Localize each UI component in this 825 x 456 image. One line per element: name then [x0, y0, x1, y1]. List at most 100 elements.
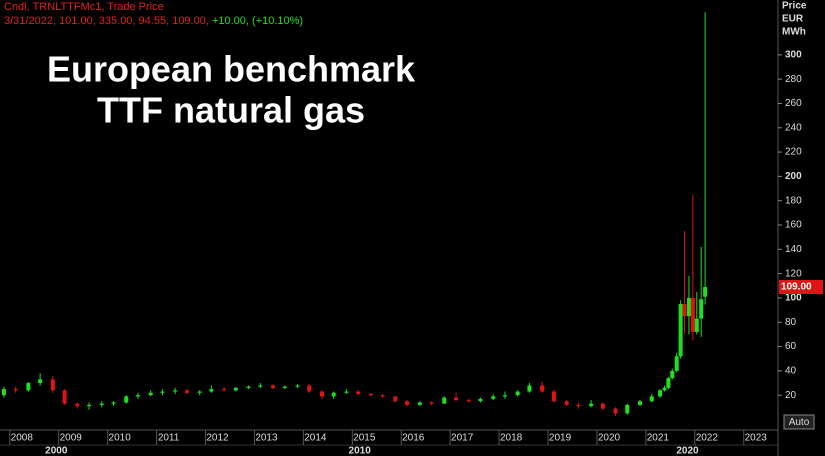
x-tick-label: 2016 [402, 433, 425, 444]
candle-body [233, 387, 238, 391]
candle-body [258, 385, 263, 387]
candle-body [454, 397, 459, 401]
x-tick-label: 2009 [60, 433, 83, 444]
candle-body [368, 393, 373, 396]
candle-body [491, 396, 496, 399]
candle-body [160, 391, 165, 393]
y-tick-label: 260 [785, 98, 802, 109]
candle-body [694, 318, 699, 332]
candle-body [173, 390, 178, 392]
candle-body [405, 401, 410, 405]
x-tick-label: 2012 [206, 433, 229, 444]
candle-body [703, 287, 708, 297]
decade-label: 2010 [349, 446, 372, 456]
candle-body [638, 401, 643, 405]
candle-body [75, 403, 80, 407]
candle-body [527, 385, 532, 392]
candle-body [1, 389, 6, 396]
candle-body [625, 404, 630, 414]
candle-body [148, 392, 153, 396]
x-tick-label: 2021 [647, 433, 670, 444]
x-tick-label: 2019 [549, 433, 572, 444]
candle-body [307, 385, 312, 392]
y-tick-label: 100 [785, 293, 802, 304]
candle-body [271, 385, 276, 388]
candle-body [442, 397, 447, 404]
candle-body [38, 379, 43, 384]
decade-label: 2020 [676, 446, 699, 456]
x-tick-label: 2023 [745, 433, 768, 444]
candle-body [282, 386, 287, 388]
y-tick-label: 120 [785, 268, 802, 279]
candle-body [613, 408, 618, 414]
x-tick-label: 2018 [500, 433, 523, 444]
y-axis-label: Price [782, 1, 807, 12]
y-tick-label: 240 [785, 122, 802, 133]
quote-change: +10.00, (+10.10%) [212, 15, 303, 27]
candle-body [393, 396, 398, 402]
y-tick-label: 60 [785, 341, 797, 352]
candle-body [295, 385, 300, 387]
y-tick-label: 220 [785, 147, 802, 158]
x-tick-label: 2017 [451, 433, 474, 444]
y-axis-label: EUR [782, 14, 804, 25]
candle-body [576, 404, 581, 407]
candle-body [331, 392, 336, 397]
candle-body [197, 391, 202, 393]
x-tick-label: 2008 [11, 433, 34, 444]
y-axis-label: MWh [782, 27, 806, 38]
candle-body [417, 402, 422, 405]
x-tick-label: 2014 [304, 433, 327, 444]
candle-body [589, 403, 594, 407]
candle-body [344, 391, 349, 393]
candle-body [678, 304, 683, 357]
quote-values: 3/31/2022, 101.00, 335.00, 94.55, 109.00… [4, 15, 209, 27]
last-price-tag [779, 280, 823, 294]
candle-body [540, 385, 545, 392]
candle-body [690, 297, 695, 332]
y-tick-label: 140 [785, 244, 802, 255]
candle-body [111, 402, 116, 404]
candle-body [99, 403, 104, 405]
candle-body [670, 370, 675, 379]
y-tick-label: 40 [785, 366, 797, 377]
candle-body [209, 389, 214, 392]
x-tick-label: 2015 [353, 433, 376, 444]
x-tick-label: 2010 [109, 433, 132, 444]
candle-body [87, 404, 92, 407]
candle-body [515, 391, 520, 396]
title-line: European benchmark [47, 49, 416, 90]
y-tick-label: 200 [785, 171, 802, 182]
candle-body [502, 395, 507, 397]
candle-body [380, 395, 385, 397]
candle-body [600, 403, 605, 409]
y-tick-label: 180 [785, 195, 802, 206]
x-tick-label: 2020 [598, 433, 621, 444]
header: Cndl, TRNLTTFMc1, Trade Price [4, 1, 164, 13]
y-tick-label: 280 [785, 74, 802, 85]
candle-body [662, 387, 667, 391]
candle-body [564, 401, 569, 405]
candle-body [551, 391, 556, 402]
candle-body [682, 304, 687, 317]
candle-body [124, 396, 129, 403]
x-tick-label: 2022 [696, 433, 719, 444]
candle-body [26, 383, 31, 391]
x-tick-label: 2013 [255, 433, 278, 444]
candle-body [658, 390, 663, 397]
decade-label: 2000 [45, 446, 68, 456]
candle-body [184, 390, 189, 393]
candle-body [699, 299, 704, 319]
candle-body [13, 389, 18, 391]
candle-body [246, 386, 251, 388]
auto-button-label[interactable]: Auto [789, 417, 810, 428]
candle-body [62, 390, 67, 404]
auto-button[interactable] [783, 414, 815, 430]
candle-body [50, 379, 55, 391]
candle-body [466, 400, 471, 402]
quote: 3/31/2022, 101.00, 335.00, 94.55, 109.00… [4, 15, 303, 27]
candle-body [666, 378, 671, 388]
y-tick-label: 20 [785, 390, 797, 401]
